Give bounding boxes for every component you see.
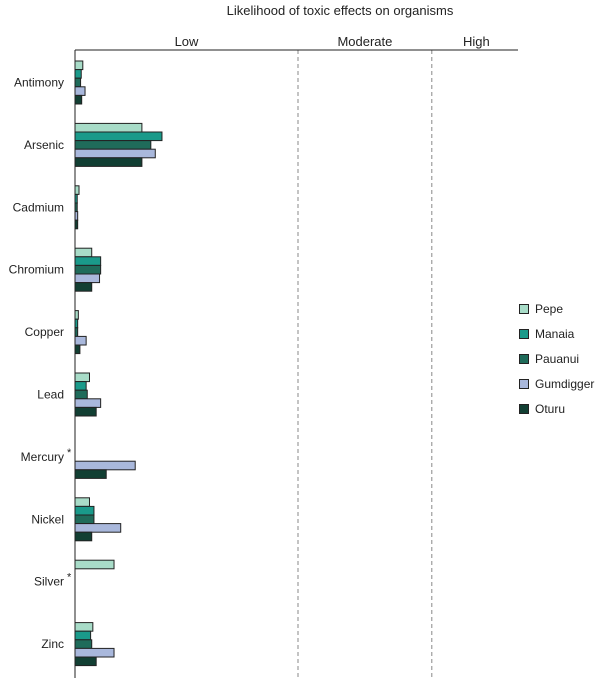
category-label: Lead bbox=[37, 388, 64, 402]
bar-copper-oturu bbox=[74, 344, 81, 355]
bar-lead-pepe bbox=[74, 372, 90, 383]
category-label: Chromium bbox=[9, 263, 64, 277]
bar-arsenic-pepe bbox=[74, 122, 143, 133]
legend-label: Pauanui bbox=[535, 351, 580, 366]
category-label: Nickel bbox=[31, 512, 64, 526]
category-label: Antimony bbox=[14, 76, 64, 90]
bars bbox=[74, 60, 163, 667]
legend-swatch bbox=[519, 403, 529, 414]
bar-chromium-gumdigger bbox=[74, 273, 101, 284]
bar-arsenic-manaia bbox=[74, 131, 163, 142]
bar-arsenic-pauanui bbox=[74, 140, 152, 150]
bar-chromium-manaia bbox=[74, 256, 102, 266]
bar-nickel-pauanui bbox=[74, 514, 95, 525]
legend-label: Pepe bbox=[535, 301, 564, 316]
legend-swatch bbox=[519, 353, 529, 364]
bar-copper-pepe bbox=[74, 310, 79, 320]
bar-cadmium-pepe bbox=[74, 185, 80, 195]
legend-label: Oturu bbox=[535, 401, 566, 416]
bar-lead-gumdigger bbox=[74, 398, 102, 408]
bar-zinc-manaia bbox=[74, 630, 92, 641]
category-label: Mercury bbox=[21, 450, 64, 464]
bar-mercury-oturu bbox=[74, 469, 107, 479]
band-dividers bbox=[297, 50, 433, 678]
legend-swatch bbox=[519, 303, 529, 314]
legend-item-oturu: Oturu bbox=[519, 396, 594, 421]
bar-antimony-pauanui bbox=[74, 77, 82, 88]
bar-lead-pauanui bbox=[74, 389, 88, 400]
legend-swatch bbox=[519, 378, 529, 389]
bar-zinc-gumdigger bbox=[74, 647, 115, 658]
legend-item-gumdigger: Gumdigger bbox=[519, 371, 594, 396]
category-note: * bbox=[67, 447, 72, 459]
bar-nickel-manaia bbox=[74, 505, 95, 516]
band-label-moderate: Moderate bbox=[337, 34, 392, 49]
bar-lead-manaia bbox=[74, 381, 87, 391]
bar-chromium-oturu bbox=[74, 282, 93, 292]
bar-nickel-oturu bbox=[74, 531, 93, 542]
category-label: Copper bbox=[25, 325, 64, 339]
bar-copper-gumdigger bbox=[74, 335, 87, 346]
bar-nickel-gumdigger bbox=[74, 523, 122, 533]
band-label-low: Low bbox=[175, 34, 199, 49]
bar-zinc-pepe bbox=[74, 622, 94, 632]
legend-swatch bbox=[519, 328, 529, 339]
legend: Pepe Manaia Pauanui Gumdigger Oturu bbox=[519, 296, 594, 421]
legend-label: Gumdigger bbox=[535, 376, 595, 391]
legend-label: Manaia bbox=[535, 326, 575, 341]
legend-item-pauanui: Pauanui bbox=[519, 346, 594, 371]
bar-silver-pepe bbox=[74, 559, 115, 570]
bar-mercury-gumdigger bbox=[74, 460, 136, 471]
category-label: Arsenic bbox=[24, 138, 64, 152]
legend-item-pepe: Pepe bbox=[519, 296, 594, 321]
bar-antimony-manaia bbox=[74, 69, 82, 79]
bar-antimony-oturu bbox=[74, 94, 83, 105]
bar-antimony-pepe bbox=[74, 60, 84, 71]
category-note: * bbox=[67, 572, 72, 584]
bar-nickel-pepe bbox=[74, 497, 90, 507]
bar-antimony-gumdigger bbox=[74, 86, 86, 96]
bar-chromium-pepe bbox=[74, 247, 93, 258]
bar-chromium-pauanui bbox=[74, 264, 102, 275]
legend-item-manaia: Manaia bbox=[519, 321, 594, 346]
bar-zinc-pauanui bbox=[74, 639, 93, 649]
bar-arsenic-oturu bbox=[74, 157, 143, 167]
band-headers: Low Moderate High bbox=[175, 34, 490, 49]
chart-title: Likelihood of toxic effects on organisms bbox=[227, 3, 454, 18]
bar-lead-oturu bbox=[74, 406, 97, 417]
bar-arsenic-gumdigger bbox=[74, 148, 156, 159]
category-label: Zinc bbox=[41, 637, 64, 651]
category-labels: Antimony Arsenic Cadmium Chromium Copper Lead… bbox=[9, 76, 72, 652]
category-label: Silver bbox=[34, 575, 64, 589]
bar-zinc-oturu bbox=[74, 656, 97, 667]
category-label: Cadmium bbox=[13, 200, 64, 214]
band-label-high: High bbox=[463, 34, 490, 49]
